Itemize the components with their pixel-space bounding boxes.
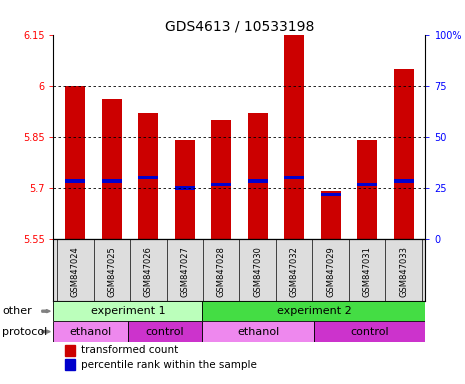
Bar bbox=[175, 140, 195, 239]
Text: GSM847026: GSM847026 bbox=[144, 247, 153, 297]
Bar bbox=[138, 113, 158, 239]
Bar bbox=[321, 193, 341, 196]
Bar bbox=[65, 359, 75, 370]
Bar bbox=[202, 301, 425, 321]
Bar bbox=[321, 191, 341, 239]
Text: protocol: protocol bbox=[2, 327, 47, 337]
Bar bbox=[211, 120, 231, 239]
Bar bbox=[393, 69, 414, 239]
Bar bbox=[357, 140, 377, 239]
Text: GSM847031: GSM847031 bbox=[363, 247, 372, 297]
Text: GSM847027: GSM847027 bbox=[180, 247, 189, 297]
Bar bbox=[284, 176, 304, 179]
Bar bbox=[65, 345, 75, 356]
Text: GSM847024: GSM847024 bbox=[71, 247, 80, 297]
Text: percentile rank within the sample: percentile rank within the sample bbox=[81, 360, 257, 370]
Bar bbox=[211, 183, 231, 186]
Bar bbox=[393, 179, 414, 183]
Text: control: control bbox=[350, 327, 389, 337]
Bar bbox=[357, 183, 377, 186]
Text: experiment 1: experiment 1 bbox=[91, 306, 165, 316]
Text: GSM847032: GSM847032 bbox=[290, 247, 299, 297]
Bar bbox=[102, 99, 122, 239]
Text: GSM847033: GSM847033 bbox=[399, 247, 408, 297]
Text: GSM847030: GSM847030 bbox=[253, 247, 262, 297]
Text: ethanol: ethanol bbox=[70, 327, 112, 337]
Bar bbox=[102, 179, 122, 183]
Bar bbox=[314, 321, 425, 342]
Text: transformed count: transformed count bbox=[81, 346, 179, 356]
Bar bbox=[175, 186, 195, 190]
Text: ethanol: ethanol bbox=[237, 327, 279, 337]
Text: control: control bbox=[146, 327, 185, 337]
Bar bbox=[53, 301, 202, 321]
Bar bbox=[138, 176, 158, 179]
Text: experiment 2: experiment 2 bbox=[277, 306, 351, 316]
Bar bbox=[53, 321, 128, 342]
Text: GSM847029: GSM847029 bbox=[326, 247, 335, 297]
Bar bbox=[65, 86, 86, 239]
Bar bbox=[202, 321, 314, 342]
Text: GSM847025: GSM847025 bbox=[107, 247, 116, 297]
Bar bbox=[65, 179, 86, 183]
Text: other: other bbox=[2, 306, 32, 316]
Text: GSM847028: GSM847028 bbox=[217, 247, 226, 297]
Bar bbox=[284, 35, 304, 239]
Bar bbox=[248, 179, 268, 183]
Bar bbox=[128, 321, 202, 342]
Bar bbox=[248, 113, 268, 239]
Title: GDS4613 / 10533198: GDS4613 / 10533198 bbox=[165, 20, 314, 33]
